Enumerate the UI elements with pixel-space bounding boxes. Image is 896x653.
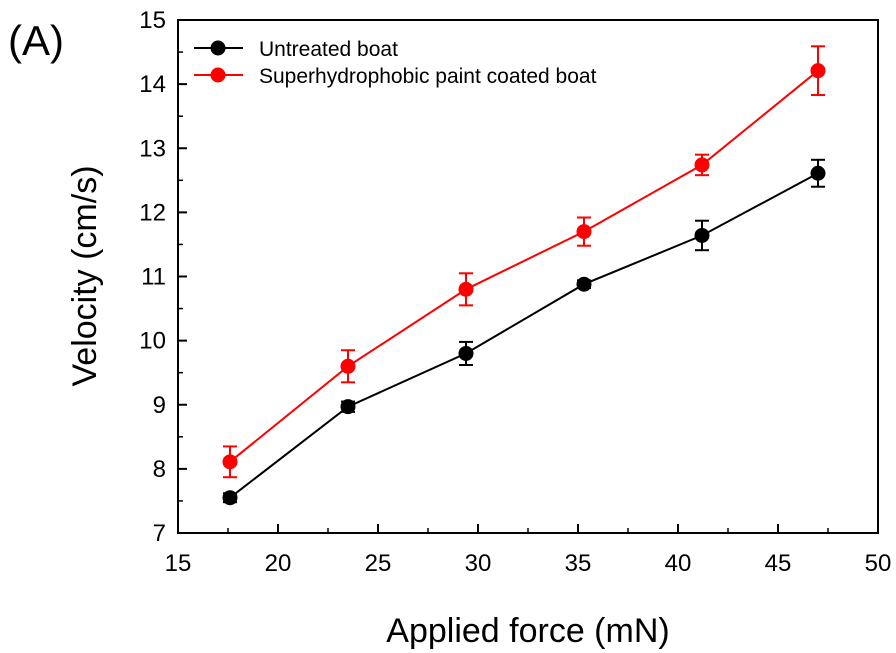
y-axis-ticks: 7 8 9 10 11 12 13 14 15 <box>139 7 187 547</box>
data-point <box>222 490 238 506</box>
data-point <box>222 454 238 470</box>
x-tick-label: 35 <box>565 550 592 577</box>
y-tick-label: 9 <box>153 392 166 419</box>
x-tick-label: 30 <box>465 550 492 577</box>
y-tick-label: 12 <box>139 199 166 226</box>
data-point <box>458 345 474 361</box>
x-tick-label: 40 <box>665 550 692 577</box>
panel-label: (A) <box>8 17 64 64</box>
y-tick-label: 11 <box>141 264 166 291</box>
y-tick-label: 7 <box>153 520 166 547</box>
series-2 <box>222 45 826 479</box>
y-tick-label: 8 <box>153 456 166 483</box>
series-line <box>229 69 819 463</box>
x-tick-label: 20 <box>265 550 292 577</box>
legend: Untreated boat Superhydrophobic paint coa… <box>194 38 597 88</box>
legend-item: Untreated boat <box>194 38 398 61</box>
data-point <box>694 227 710 243</box>
data-point <box>576 224 592 240</box>
data-point <box>458 281 474 297</box>
x-tick-label: 50 <box>865 550 892 577</box>
y-tick-label: 15 <box>139 7 166 34</box>
x-tick-label: 25 <box>365 550 392 577</box>
series-1 <box>222 158 826 506</box>
y-tick-label: 14 <box>139 71 166 98</box>
data-point <box>576 276 592 292</box>
x-tick-label: 15 <box>165 550 192 577</box>
legend-label: Superhydrophobic paint coated boat <box>259 65 597 88</box>
data-point <box>694 157 710 173</box>
y-tick-label: 10 <box>139 328 166 355</box>
x-tick-label: 45 <box>765 550 792 577</box>
data-point <box>340 399 356 415</box>
data-point <box>810 63 826 79</box>
legend-swatch-marker <box>210 67 226 83</box>
series-line <box>229 172 819 499</box>
y-axis-label: Velocity (cm/s) <box>66 165 104 386</box>
data-point <box>810 165 826 181</box>
data-point <box>340 358 356 374</box>
x-axis-label: Applied force (mN) <box>386 612 669 650</box>
y-tick-label: 13 <box>139 135 166 162</box>
legend-item: Superhydrophobic paint coated boat <box>194 65 597 88</box>
legend-swatch-marker <box>210 40 226 56</box>
series-layer <box>222 45 826 506</box>
x-axis-ticks: 15 20 25 30 35 40 45 50 <box>165 524 892 577</box>
legend-label: Untreated boat <box>259 38 398 61</box>
